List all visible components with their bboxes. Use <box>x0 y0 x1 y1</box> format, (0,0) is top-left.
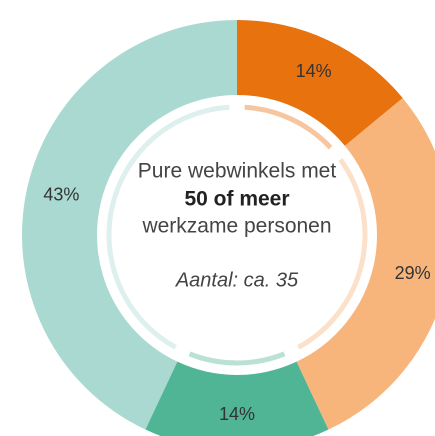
donut-segment <box>237 20 403 146</box>
inner-ring-segment <box>297 157 368 350</box>
center-line: werkzame personen <box>141 215 331 238</box>
value-label: 43% <box>43 184 79 204</box>
center-line: Pure webwinkels met <box>138 160 337 183</box>
value-label: 29% <box>395 263 431 283</box>
value-label: 14% <box>296 61 332 81</box>
inner-ring-segment <box>188 351 286 366</box>
center-line: 50 of meer <box>184 188 289 211</box>
inner-ring-segment <box>244 104 333 150</box>
donut-segment <box>21 20 237 430</box>
value-label: 14% <box>219 404 255 424</box>
center-note: Aantal: ca. 35 <box>175 269 299 291</box>
donut-segment <box>296 97 435 430</box>
inner-ring-segment <box>106 104 230 350</box>
donut-segment <box>145 361 329 436</box>
